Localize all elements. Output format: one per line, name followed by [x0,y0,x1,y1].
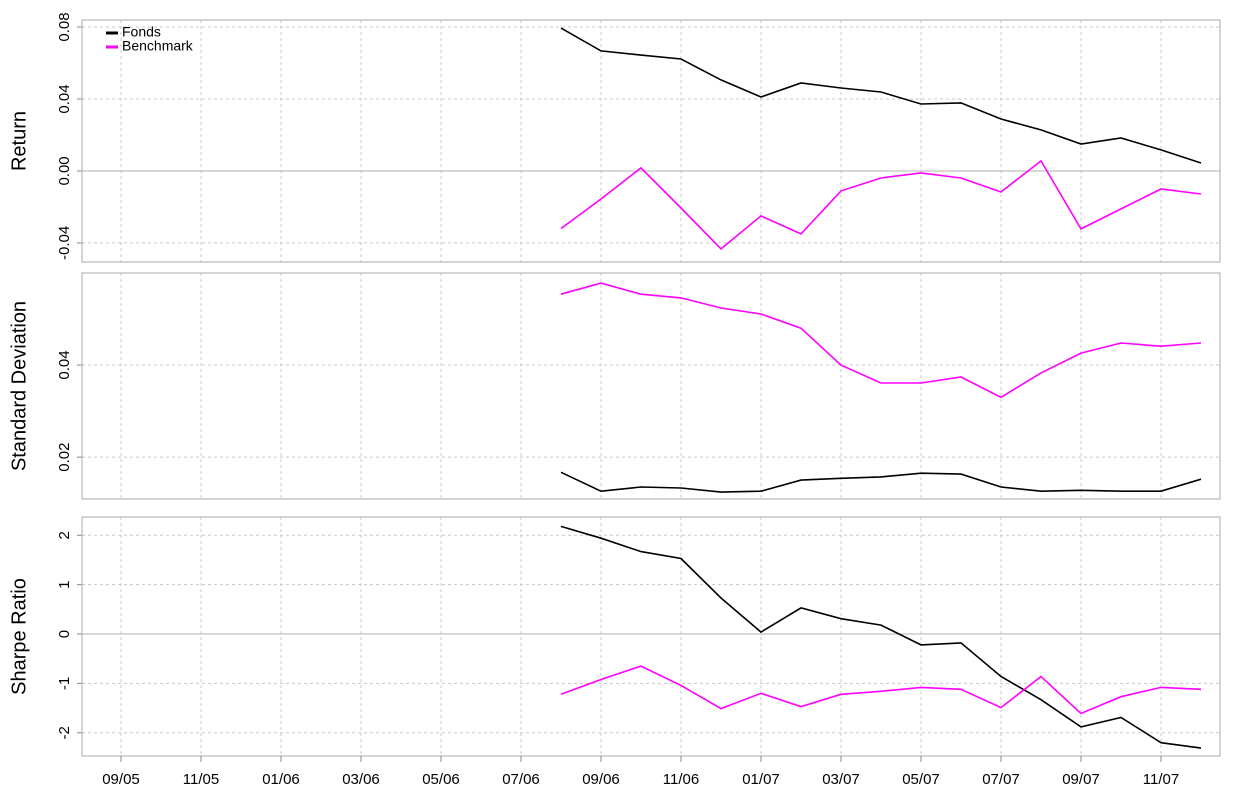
x-tick-label: 05/06 [422,771,460,788]
x-tick-label: 01/06 [262,771,300,788]
y-tick-label: -0.04 [56,226,73,260]
series-line [560,665,1202,715]
x-tick-label: 07/06 [502,771,540,788]
y-tick-label: 0.08 [56,12,73,41]
y-tick-label: -1 [56,677,73,690]
y-tick-label: 0.02 [56,443,73,472]
y-tick-label: 2 [56,531,73,539]
legend-label: Fonds [122,24,161,40]
y-tick-label: 0 [56,630,73,638]
x-tick-label: 11/06 [663,771,699,788]
x-tick-label: 03/06 [342,771,380,788]
x-tick-label: 09/05 [102,771,140,788]
y-tick-label: 0.04 [56,350,73,379]
x-tick-label: 11/05 [183,771,219,788]
y-tick-label: 0.04 [56,84,73,113]
y-tick-label: -2 [56,726,73,739]
series-line [560,471,1202,493]
y-axis-title: Standard Deviation [8,301,30,471]
panel-frame [81,272,1221,500]
panel-frame [81,516,1221,757]
panel-frame [81,19,1221,263]
y-tick-label: 0.00 [56,156,73,185]
y-axis-title: Return [8,111,30,171]
y-axis-title: Sharpe Ratio [8,578,30,695]
legend-label: Benchmark [122,38,194,54]
x-tick-label: 09/06 [582,771,620,788]
x-tick-label: 05/07 [902,771,940,788]
series-line [560,282,1202,399]
x-tick-label: 07/07 [982,771,1020,788]
x-tick-label: 11/07 [1143,771,1179,788]
x-tick-label: 03/07 [822,771,860,788]
series-line [560,27,1202,164]
x-tick-label: 01/07 [742,771,780,788]
series-line [560,525,1202,749]
x-tick-label: 09/07 [1062,771,1100,788]
series-line [560,159,1202,250]
y-tick-label: 1 [56,580,73,588]
